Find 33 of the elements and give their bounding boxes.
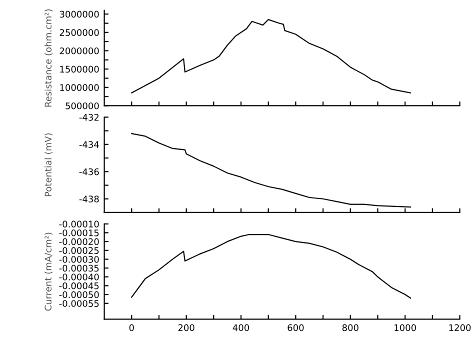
y-tick-label: 2000000 xyxy=(60,47,99,54)
y-tick-label: 3000000 xyxy=(60,10,99,18)
y-tick-label: -0.00010 xyxy=(59,220,99,228)
y-tick-label: -0.00015 xyxy=(59,229,99,236)
y-tick-label: -0.00055 xyxy=(59,300,99,307)
y-tick-label: -0.00035 xyxy=(59,264,99,272)
x-tick-label: 800 xyxy=(342,324,358,332)
y-tick-label: -0.00045 xyxy=(59,282,99,290)
x-tick-label: 200 xyxy=(178,324,194,332)
line-series xyxy=(131,19,412,94)
line-series xyxy=(131,132,412,208)
y-tick-label: -434 xyxy=(79,141,99,148)
x-tick-label: 0 xyxy=(129,324,134,332)
y-axis-title: Current (mA/cm²) xyxy=(44,232,53,311)
y-tick-label: 1500000 xyxy=(60,66,99,73)
y-tick-label: -0.00040 xyxy=(59,274,99,280)
x-tick-label: 400 xyxy=(232,324,250,332)
y-tick-label: -0.00020 xyxy=(59,238,99,246)
y-tick-label: -438 xyxy=(79,196,99,202)
y-tick-label: -432 xyxy=(79,114,99,121)
y-tick-label: -436 xyxy=(79,168,99,176)
y-tick-label: 500000 xyxy=(66,102,99,110)
x-tick-label: 1000 xyxy=(394,324,416,332)
x-tick-label: 600 xyxy=(288,324,304,332)
line-series xyxy=(131,234,412,299)
y-tick-label: 2500000 xyxy=(60,29,99,36)
y-axis-title: Resistance (ohm.cm²) xyxy=(44,9,53,107)
y-tick-label: -0.00025 xyxy=(59,247,99,254)
y-tick-label: 1000000 xyxy=(60,84,99,91)
y-axis-title: Potential (mV) xyxy=(44,133,53,196)
y-tick-label: -0.00030 xyxy=(59,256,99,263)
x-tick-label: 1200 xyxy=(449,324,471,332)
y-tick-label: -0.00050 xyxy=(59,291,99,298)
